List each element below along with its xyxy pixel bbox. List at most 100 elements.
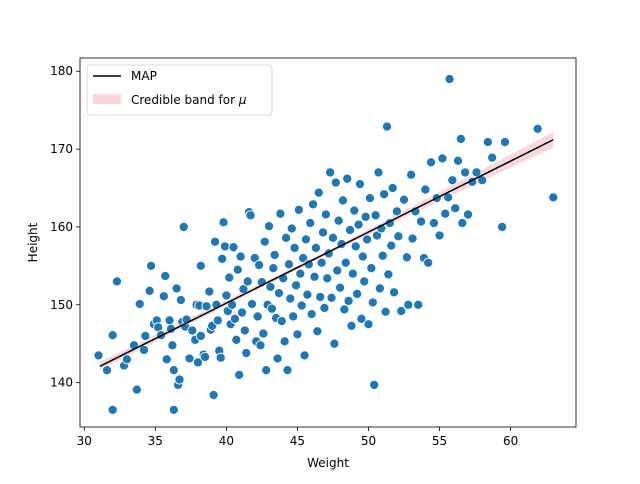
- data-point: [340, 257, 351, 268]
- data-point: [362, 234, 373, 245]
- data-point: [373, 167, 384, 178]
- data-point: [258, 328, 269, 339]
- map-line-layer: [99, 139, 554, 367]
- data-point: [232, 264, 243, 275]
- data-point: [101, 365, 113, 376]
- data-point: [167, 340, 178, 351]
- data-point: [295, 268, 306, 279]
- data-point: [160, 270, 171, 282]
- data-point: [171, 283, 182, 294]
- data-point: [367, 297, 378, 308]
- data-point: [347, 268, 358, 279]
- data-point: [209, 236, 221, 247]
- data-point: [217, 253, 228, 264]
- y-tick-label: 140: [50, 376, 73, 390]
- data-point: [370, 210, 381, 221]
- data-point: [317, 227, 329, 238]
- data-point: [121, 354, 132, 365]
- data-point: [241, 347, 252, 359]
- data-point: [146, 260, 157, 271]
- data-point: [168, 365, 179, 376]
- data-point: [184, 353, 195, 364]
- data-point: [279, 336, 290, 347]
- data-point: [269, 249, 280, 261]
- data-point: [312, 326, 323, 337]
- data-point: [308, 199, 319, 210]
- data-point: [272, 353, 283, 364]
- data-point: [236, 307, 248, 318]
- data-point: [289, 242, 300, 253]
- data-point: [381, 121, 393, 132]
- data-point: [450, 203, 461, 214]
- data-point: [403, 299, 414, 310]
- data-point: [379, 189, 390, 200]
- credible-band-layer: [99, 131, 554, 371]
- x-tick-label: 55: [432, 434, 447, 448]
- data-point: [360, 211, 371, 222]
- data-point: [354, 179, 366, 190]
- data-point: [309, 271, 320, 282]
- data-point: [455, 133, 466, 145]
- x-tick-label: 30: [77, 434, 92, 448]
- data-point: [228, 242, 239, 253]
- data-point: [406, 169, 417, 180]
- data-point: [353, 219, 364, 230]
- y-tick-label: 170: [50, 142, 73, 156]
- data-point: [93, 350, 104, 361]
- data-point: [305, 217, 316, 229]
- data-point: [266, 303, 277, 314]
- data-point: [349, 205, 360, 216]
- data-point: [327, 232, 339, 243]
- data-point: [440, 208, 451, 219]
- data-point: [282, 365, 293, 376]
- data-point: [374, 283, 385, 294]
- data-point: [231, 334, 242, 345]
- legend-band-swatch: [93, 94, 121, 104]
- data-point: [337, 195, 348, 206]
- data-point: [134, 298, 145, 310]
- data-point: [364, 193, 375, 204]
- credible-band: [99, 131, 554, 371]
- data-point: [325, 167, 336, 178]
- data-point: [296, 300, 307, 311]
- data-point: [218, 217, 229, 228]
- data-point: [329, 338, 340, 349]
- data-point: [471, 167, 482, 178]
- data-point: [178, 221, 189, 232]
- data-point: [357, 251, 368, 262]
- legend-band-label-symbol: μ: [238, 93, 247, 107]
- data-point: [497, 221, 508, 232]
- data-point: [386, 240, 397, 251]
- data-point: [434, 230, 445, 241]
- data-point: [174, 374, 185, 385]
- points-layer: [93, 73, 559, 415]
- data-point: [212, 315, 223, 326]
- data-point: [140, 330, 151, 341]
- data-point: [208, 390, 219, 401]
- data-point: [187, 325, 198, 336]
- data-point: [330, 177, 341, 188]
- data-point: [255, 340, 266, 351]
- data-point: [168, 404, 179, 415]
- y-axis-label: Height: [26, 222, 40, 262]
- data-point: [413, 299, 424, 310]
- data-point: [107, 330, 118, 341]
- data-point: [359, 276, 370, 287]
- data-point: [322, 273, 333, 284]
- data-point: [423, 257, 434, 268]
- data-point: [263, 221, 275, 232]
- data-point: [396, 305, 407, 317]
- plot-frame: [79, 57, 577, 428]
- data-point: [273, 288, 285, 299]
- data-point: [175, 295, 186, 306]
- data-point: [428, 217, 439, 229]
- data-point: [452, 155, 464, 166]
- x-tick-label: 50: [361, 434, 376, 448]
- data-point: [283, 259, 294, 270]
- data-point: [401, 252, 412, 263]
- x-tick-label: 35: [148, 434, 163, 448]
- data-point: [383, 269, 394, 280]
- data-point: [389, 287, 400, 298]
- data-point: [131, 384, 142, 395]
- data-point: [164, 315, 175, 326]
